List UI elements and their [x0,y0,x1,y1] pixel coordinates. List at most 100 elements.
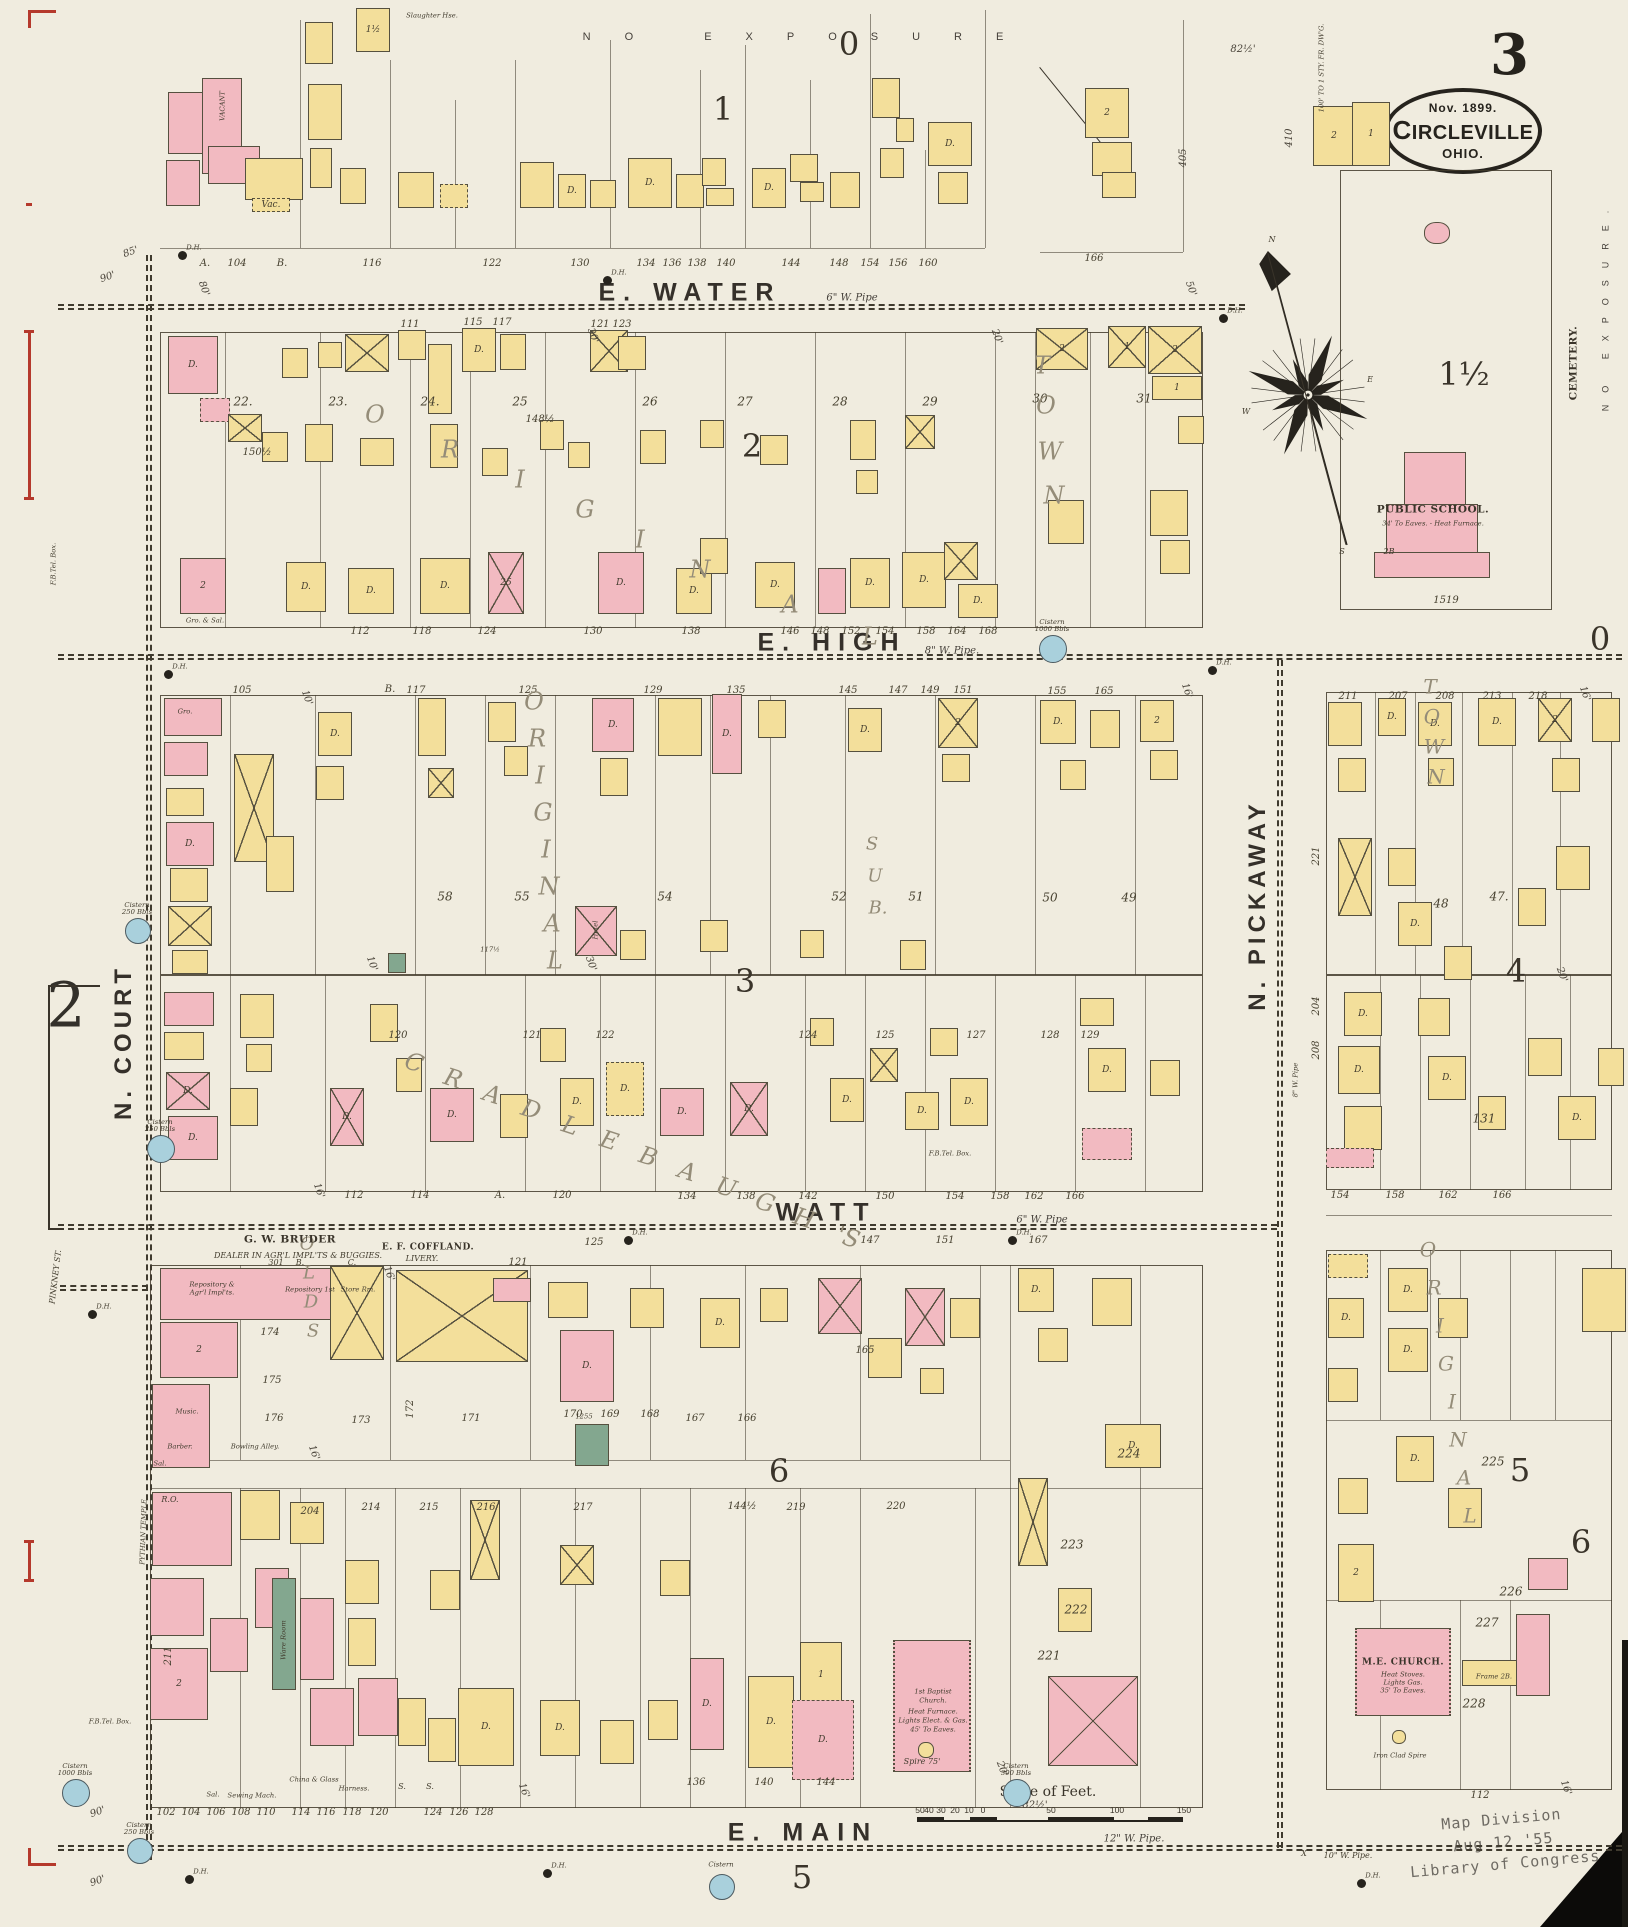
map-label: 216 [476,1501,496,1513]
building [345,1560,379,1604]
building-label: D. [188,1132,198,1143]
map-label: Gro. & Sal. [185,616,225,625]
map-label: 158 [916,625,936,637]
cistern-icon [1039,635,1067,663]
map-label: R [440,435,460,464]
building [1374,552,1490,578]
building [482,448,508,476]
map-label: 154 [1330,1189,1350,1201]
building-label: 2 [176,1678,182,1689]
hydrant-label: D.H. [1227,306,1243,315]
building [760,435,788,465]
building [1080,998,1114,1026]
hydrant-label: D.H. [193,1867,209,1876]
street-line [146,255,152,1860]
hydrant-icon [624,1236,633,1245]
map-label: O [299,1233,315,1255]
building-label: 2 [1172,344,1178,355]
map-label: G [1438,1351,1454,1376]
map-label: 82½' [1230,43,1256,55]
building [760,1288,788,1322]
map-label: R [527,724,547,753]
building: D. [1344,992,1382,1036]
hydrant-icon [1219,314,1228,323]
building [1338,1478,1368,1514]
map-label: 224 [1117,1446,1141,1461]
badge-date: Nov. 1899. [1428,101,1498,115]
street-line [60,1285,148,1291]
map-label: 112 [344,1189,364,1201]
block-outline [160,695,1203,975]
map-label: 2 [741,427,763,466]
building: D. [690,1658,724,1750]
building [800,930,824,958]
hydrant-icon [185,1875,194,1884]
map-label: 204 [1310,996,1322,1016]
building-label: D. [1354,1064,1364,1075]
map-label: 217 [573,1501,593,1513]
building: D. [1338,1046,1380,1094]
building-label: D. [330,728,340,739]
map-label: Heat Stoves. [1381,1670,1425,1679]
building: D. [752,168,786,208]
lot-line [300,20,301,248]
building-label: D. [677,1106,687,1117]
building-label: D. [702,1698,712,1709]
map-label: U [867,865,883,887]
map-label: 10" W. Pipe. [1323,1850,1373,1860]
building [1090,710,1120,748]
building [1326,1148,1374,1168]
lot-line [1470,975,1471,1190]
map-label: NO EXPOSURE [582,31,1038,44]
building [700,920,728,952]
map-label: 121 [508,1256,528,1268]
map-label: 28 [832,394,848,409]
lot-line [1145,975,1146,1192]
building-label: 2 [1331,130,1337,141]
building: D. [830,1078,864,1122]
corner-mark [28,1540,31,1582]
lot-line [1510,1250,1511,1420]
building: D. [558,174,586,208]
building [430,1570,460,1610]
map-label: 125 [875,1029,895,1041]
building-label: D. [447,1109,457,1120]
building-label: D. [1410,1453,1420,1464]
building [896,118,914,142]
map-label: 222 [1064,1602,1088,1617]
building [164,992,214,1026]
map-label: 126 [449,1806,469,1818]
lot-line [710,695,711,975]
map-label: 151 [953,684,973,696]
building [428,1718,456,1762]
lot-line [470,332,471,628]
corner-mark [28,10,31,28]
lot-line [860,1488,861,1808]
building-label: D. [1410,918,1420,929]
map-label: 112 [1470,1789,1490,1801]
lot-line [650,1265,651,1460]
building: D. [592,698,634,752]
building [310,148,332,188]
map-label: 80' [195,279,212,298]
cistern-label: Cistern 250 Bbls [144,1117,176,1133]
map-label: N [1449,1427,1467,1452]
map-label: Lights Elect. & Gas. [898,1716,968,1725]
lot-line [770,695,771,975]
map-label: A [543,909,561,938]
lot-line [815,332,816,628]
block-outline [1326,1250,1612,1790]
map-label: 1255 [575,1412,593,1421]
map-label: 214 [361,1501,381,1513]
lot-line [545,332,546,628]
building [360,438,394,466]
map-label: 31 [1136,391,1152,406]
cistern-icon [147,1135,175,1163]
map-label: 124 [798,1029,818,1041]
map-label: I [1448,1389,1456,1414]
map-label: G. W. BRUDER [244,1233,336,1246]
map-label: 82½' [1022,1799,1048,1811]
building [300,1598,334,1680]
map-label: Sal. [153,1459,167,1468]
map-label: 225 [1481,1454,1505,1469]
